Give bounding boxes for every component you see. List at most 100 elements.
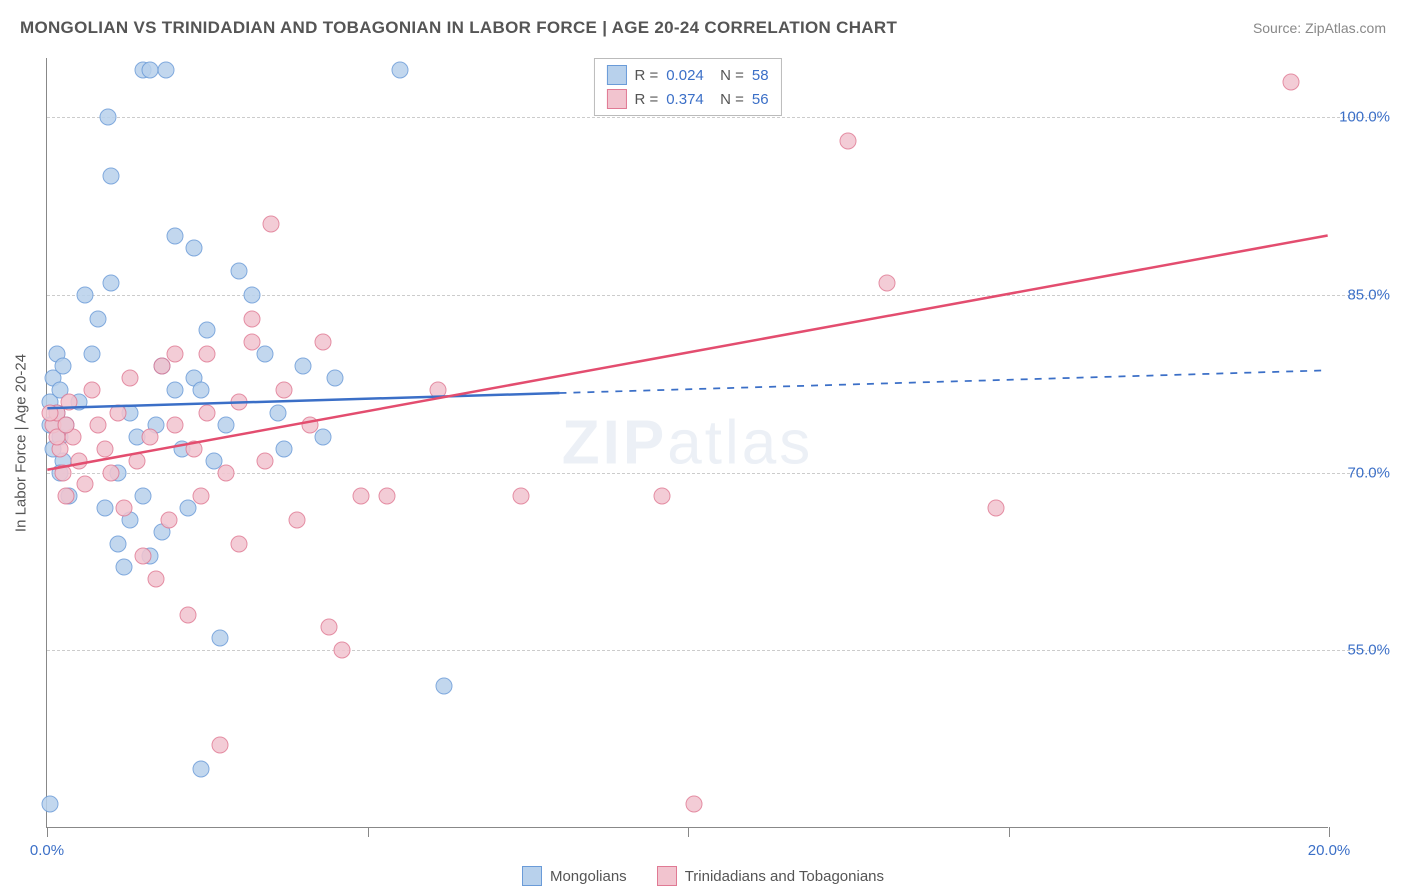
legend-r-0: 0.024 — [666, 67, 704, 84]
plot-area: In Labor Force | Age 20-24 ZIPatlas R = … — [46, 58, 1328, 828]
scatter-point — [333, 642, 350, 659]
scatter-point — [83, 346, 100, 363]
scatter-point — [430, 381, 447, 398]
scatter-point — [218, 464, 235, 481]
scatter-point — [878, 275, 895, 292]
scatter-point — [141, 429, 158, 446]
x-tick — [688, 827, 689, 837]
scatter-point — [103, 464, 120, 481]
x-tick-label: 0.0% — [30, 842, 64, 859]
scatter-point — [167, 227, 184, 244]
scatter-point — [244, 310, 261, 327]
scatter-point — [192, 760, 209, 777]
scatter-point — [192, 381, 209, 398]
gridline-h — [47, 650, 1380, 651]
legend-series-label-1: Trinidadians and Tobagonians — [685, 868, 884, 885]
scatter-point — [288, 512, 305, 529]
gridline-h — [47, 117, 1380, 118]
scatter-point — [122, 369, 139, 386]
scatter-point — [83, 381, 100, 398]
legend-r-1: 0.374 — [666, 91, 704, 108]
x-tick-label: 20.0% — [1308, 842, 1351, 859]
scatter-point — [96, 440, 113, 457]
y-axis-label: In Labor Force | Age 20-24 — [13, 353, 30, 531]
trend-lines-layer — [47, 58, 1328, 827]
chart-title: MONGOLIAN VS TRINIDADIAN AND TOBAGONIAN … — [20, 18, 897, 38]
scatter-point — [276, 381, 293, 398]
scatter-point — [167, 417, 184, 434]
scatter-point — [199, 405, 216, 422]
scatter-point — [103, 275, 120, 292]
gridline-h — [47, 473, 1380, 474]
scatter-point — [212, 737, 229, 754]
y-tick-label: 55.0% — [1347, 642, 1390, 659]
scatter-point — [61, 393, 78, 410]
scatter-point — [327, 369, 344, 386]
scatter-point — [77, 286, 94, 303]
scatter-point — [186, 440, 203, 457]
scatter-point — [99, 109, 116, 126]
legend-row-0: R = 0.024 N = 58 — [606, 63, 768, 87]
legend-swatch-0 — [606, 65, 626, 85]
scatter-point — [192, 488, 209, 505]
scatter-point — [321, 618, 338, 635]
legend-series: Mongolians Trinidadians and Tobagonians — [0, 866, 1406, 886]
scatter-point — [199, 322, 216, 339]
scatter-point — [276, 440, 293, 457]
scatter-point — [135, 547, 152, 564]
scatter-point — [513, 488, 530, 505]
x-tick — [47, 827, 48, 837]
scatter-point — [378, 488, 395, 505]
scatter-point — [103, 168, 120, 185]
scatter-point — [269, 405, 286, 422]
scatter-point — [55, 464, 72, 481]
scatter-point — [1282, 73, 1299, 90]
scatter-point — [231, 393, 248, 410]
scatter-point — [314, 334, 331, 351]
watermark-bold: ZIP — [562, 408, 667, 477]
scatter-point — [115, 500, 132, 517]
source-label: Source: ZipAtlas.com — [1253, 20, 1386, 36]
x-tick — [1329, 827, 1330, 837]
scatter-point — [256, 346, 273, 363]
scatter-point — [147, 571, 164, 588]
scatter-point — [353, 488, 370, 505]
scatter-point — [157, 61, 174, 78]
scatter-point — [160, 512, 177, 529]
scatter-point — [180, 606, 197, 623]
scatter-point — [301, 417, 318, 434]
scatter-point — [58, 488, 75, 505]
legend-n-0: 58 — [752, 67, 769, 84]
legend-swatch-1 — [606, 89, 626, 109]
scatter-point — [135, 488, 152, 505]
legend-row-1: R = 0.374 N = 56 — [606, 87, 768, 111]
scatter-point — [96, 500, 113, 517]
scatter-point — [55, 358, 72, 375]
legend-n-1: 56 — [752, 91, 769, 108]
scatter-point — [115, 559, 132, 576]
watermark-rest: atlas — [667, 408, 813, 477]
scatter-point — [218, 417, 235, 434]
y-tick-label: 70.0% — [1347, 464, 1390, 481]
scatter-point — [256, 452, 273, 469]
scatter-point — [391, 61, 408, 78]
scatter-point — [840, 132, 857, 149]
title-bar: MONGOLIAN VS TRINIDADIAN AND TOBAGONIAN … — [20, 18, 1386, 38]
scatter-point — [295, 358, 312, 375]
scatter-point — [314, 429, 331, 446]
scatter-point — [141, 61, 158, 78]
scatter-point — [686, 796, 703, 813]
scatter-point — [90, 417, 107, 434]
legend-series-label-0: Mongolians — [550, 868, 627, 885]
x-tick — [1009, 827, 1010, 837]
scatter-point — [77, 476, 94, 493]
scatter-point — [42, 405, 59, 422]
scatter-point — [58, 417, 75, 434]
scatter-point — [128, 452, 145, 469]
scatter-point — [263, 215, 280, 232]
legend-series-item-1: Trinidadians and Tobagonians — [657, 866, 884, 886]
watermark: ZIPatlas — [562, 407, 813, 478]
scatter-point — [231, 535, 248, 552]
scatter-point — [42, 796, 59, 813]
scatter-point — [109, 535, 126, 552]
